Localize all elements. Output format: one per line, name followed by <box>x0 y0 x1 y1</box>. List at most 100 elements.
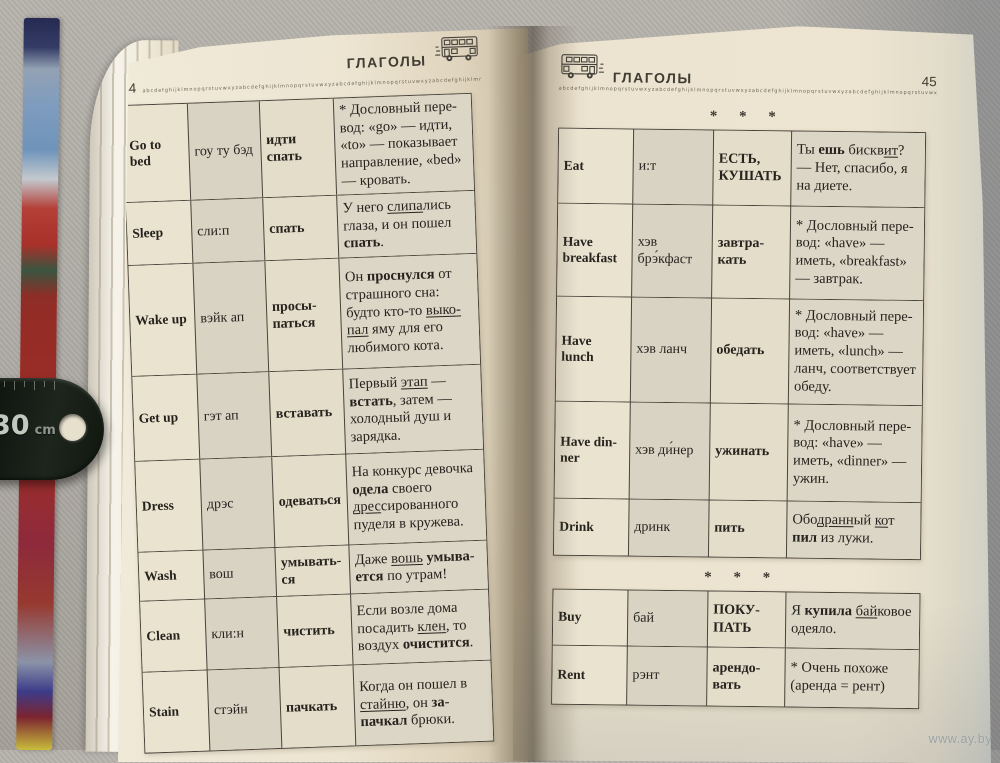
english-word-cell: Eat <box>558 129 633 204</box>
example-text-segment: клен <box>417 618 446 635</box>
example-text-segment: из лужи. <box>817 530 874 547</box>
ruler-tick-marks <box>0 381 55 390</box>
example-text-segment: — <box>427 373 446 390</box>
example-cell: Когда он пошел в стайню, он за­пачкал бр… <box>353 661 494 746</box>
translation-cell: ПОКУ­ПАТЬ <box>707 591 786 647</box>
page-title: ГЛАГОЛЫ <box>346 52 426 71</box>
english-word-cell: Wake up <box>128 264 196 376</box>
translation-cell: вставать <box>268 370 345 457</box>
page-title: ГЛАГОЛЫ <box>613 69 693 86</box>
example-text-segment: На конкурс девоч­ка <box>352 460 474 480</box>
example-text-segment: ешь <box>818 142 845 158</box>
english-word-cell: Drink <box>554 499 629 556</box>
example-cell: У него слипались глаза, и он пошел спать… <box>336 191 476 258</box>
right-page: ГЛАГОЛЫ 45 abcdefghijklmnopqrstuvwxyzabc… <box>513 25 1000 763</box>
english-word-cell: Dress <box>135 460 202 552</box>
english-word-cell: Have lunch <box>556 297 631 402</box>
transcription-cell: хэв ланч <box>630 298 711 403</box>
example-cell: Даже вошь умыва­ется по утрам! <box>348 541 488 594</box>
example-cell: * Дословный пе­ре­вод: «have» — иметь, «… <box>788 299 923 405</box>
example-text-segment: этап <box>401 374 428 391</box>
ruler-unit: cm <box>35 423 56 438</box>
transcription-cell: дринк <box>628 500 709 557</box>
example-text-segment: * Дословный пе­ре­вод: «have» — иметь, «… <box>794 307 916 394</box>
example-text-segment: , он <box>405 694 431 711</box>
transcription-cell: и:т <box>632 130 713 205</box>
translation-cell: обедать <box>710 299 789 404</box>
transcription-cell: рэнт <box>626 647 707 706</box>
example-text-segment: бискв <box>845 143 884 159</box>
english-word-cell: Get up <box>132 375 199 461</box>
translation-cell: ЕСТЬ, КУШАТЬ <box>712 131 791 206</box>
example-cell: Ободранный кот пил из лужи. <box>786 501 921 559</box>
example-text-segment: Я <box>791 602 804 618</box>
translation-cell: идти спать <box>259 99 336 198</box>
section-separator: * * * <box>553 568 931 590</box>
example-text-segment: своего <box>388 479 432 497</box>
transcription-cell: гоу ту бэд <box>187 101 262 200</box>
translation-cell: просы­паться <box>264 259 342 372</box>
example-cell: Первый этап — встать, затем — холодный д… <box>342 365 483 454</box>
transcription-cell: стэйн <box>207 668 282 750</box>
example-text-segment: слипа <box>387 198 423 215</box>
translation-cell: спать <box>262 196 338 261</box>
translation-cell: чистить <box>276 595 352 668</box>
translation-cell: пить <box>708 500 787 557</box>
example-text-segment: Ты <box>797 142 819 158</box>
section-separator: * * * <box>558 107 936 129</box>
example-text-segment: дрес <box>353 499 381 516</box>
english-word-cell: Sleep <box>126 201 192 265</box>
transcription-cell: кли:н <box>204 597 278 669</box>
english-word-cell: Buy <box>553 590 628 646</box>
english-word-cell: Rent <box>552 646 627 705</box>
example-text-segment: купила <box>804 602 852 619</box>
transcription-cell: вош <box>202 548 276 598</box>
english-word-cell: Have breakfast <box>557 204 632 297</box>
example-text-segment: брюки. <box>407 711 455 729</box>
example-text-segment: дранн <box>817 512 854 528</box>
example-text-segment: * Очень похоже (аренда = рент) <box>790 660 888 695</box>
transcription-cell: сли:п <box>190 199 264 263</box>
example-text-segment: стайню <box>360 695 406 713</box>
left-page: ГЛАГОЛЫ <box>118 28 528 762</box>
transcription-cell: хэв ди́нер <box>629 403 710 500</box>
page-number: 45 <box>922 74 937 89</box>
alphabet-strip: abcdefghijklmnopqrstuvwxyzabcdefghijklmn… <box>142 77 481 96</box>
example-text-segment: одела <box>352 481 389 498</box>
example-text-segment: Первый <box>348 375 401 393</box>
example-text-segment: Он <box>345 269 367 286</box>
english-word-cell: Stain <box>143 671 210 753</box>
ruler-hanging-hole <box>59 414 86 441</box>
example-text-segment: ый <box>854 513 875 529</box>
example-cell: Ты ешь бисквит? — Нет, спасибо, я на дие… <box>790 131 925 207</box>
english-word-cell: Wash <box>138 551 204 601</box>
translation-cell: ужинать <box>709 404 788 501</box>
example-cell: * Очень похоже (аренда = рент) <box>784 648 919 708</box>
translation-cell: пачкать <box>279 666 356 749</box>
watermark: www.ay.by <box>929 732 992 746</box>
example-text-segment: проснулся <box>367 267 435 285</box>
example-text-segment: ит <box>884 143 898 159</box>
translation-cell: арендо­вать <box>706 647 785 706</box>
example-text-segment: . <box>380 234 384 250</box>
example-text-segment: Обо <box>792 512 817 528</box>
translation-cell: завтра­кать <box>711 206 790 299</box>
example-text-segment: очистится <box>403 635 470 653</box>
english-word-cell: Have din­ner <box>555 402 630 499</box>
example-text-segment: вошь <box>391 550 423 567</box>
example-cell: Я купила байковое одеяло. <box>785 592 920 649</box>
